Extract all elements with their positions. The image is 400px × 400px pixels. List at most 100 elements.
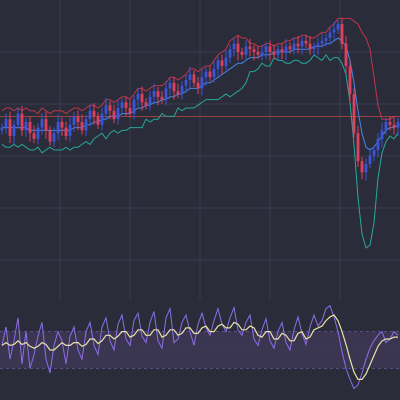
candle-body [212,68,216,78]
candle-body [396,122,400,128]
candle-body [292,43,296,50]
candle-body [120,102,124,108]
candle-body [48,130,52,142]
oscillator-panel [0,305,400,390]
candle-body [24,122,28,131]
candle-body [168,82,172,89]
candle-body [384,122,388,131]
candle-body [208,71,212,78]
candle-body [28,122,32,134]
candle-body [296,43,300,47]
candle-body [72,116,76,125]
candle-body [160,96,164,100]
candle-body [376,138,380,150]
candle-body [188,74,192,80]
candle-body [60,122,64,128]
candle-body [8,119,12,136]
candle-body [56,122,60,134]
candle-body [276,49,280,55]
candle-body [40,119,44,128]
candle-body [248,46,252,50]
candle-body [116,108,120,120]
candle-body [312,46,316,50]
candle-body [220,60,224,66]
lower-band-line [1,53,399,249]
candle-body [152,91,156,97]
candle-body [144,102,148,106]
candle-body [192,74,196,83]
candle-body [156,91,160,97]
price-panel [0,0,400,300]
candle-body [288,46,292,50]
candle-body [112,110,116,120]
candle-body [336,24,340,30]
candle-body [300,40,304,47]
candle-body [284,46,288,52]
candle-body [108,105,112,111]
candle-body [356,133,360,162]
candle-body [176,91,180,94]
candle-body [360,161,364,173]
oscillator-fast-line [1,305,399,390]
candle-body [100,113,104,125]
candle-body [88,110,92,120]
candle-body [368,155,372,164]
candle-body [260,52,264,55]
candle-body [392,124,396,128]
candle-body [280,49,284,52]
candle-body [352,94,356,134]
candle-body [340,24,344,44]
candle-body [92,110,96,117]
candle-body [272,52,276,55]
candle-body [244,46,248,55]
candle-body [84,119,88,131]
candle-body [224,57,228,66]
candle-body [348,66,352,94]
candle-body [200,77,204,89]
candle-body [388,122,392,125]
candle-body [76,116,80,122]
middle-band-line [2,37,399,151]
candle-body [96,116,100,125]
candle-body [332,29,336,33]
candle-body [232,43,236,50]
candle-body [104,105,108,114]
candle-body [44,119,48,131]
candle-body [256,52,260,55]
candle-body [252,49,256,52]
candle-body [172,82,176,92]
candle-body [180,85,184,94]
oscillator-slow-line [1,314,398,381]
upper-band-line [1,17,398,120]
candle-body [372,150,376,156]
candle-body [164,88,168,100]
candle-body [228,49,232,58]
candle-body [196,82,200,89]
candle-body [304,40,308,44]
candle-body [16,113,20,125]
candle-body [20,113,24,131]
candle-body [324,38,328,41]
candle-body [344,43,348,66]
candle-body [328,32,332,38]
candle-body [268,46,272,52]
candle-body [68,124,72,136]
candle-body [264,46,268,52]
candle-body [308,43,312,50]
candle-body [80,122,84,131]
candle-body [240,52,244,55]
candle-body [140,94,144,103]
candle-body [236,43,240,52]
candle-body [380,130,384,139]
candle-body [204,71,208,78]
candle-body [136,94,140,100]
candle-body [216,60,220,69]
candle-body [32,133,36,139]
candle-body [132,99,136,114]
candle-body [36,127,40,139]
candle-body [320,40,324,44]
candle-body [128,108,132,114]
candle-body [364,164,368,173]
candle-body [4,119,8,128]
